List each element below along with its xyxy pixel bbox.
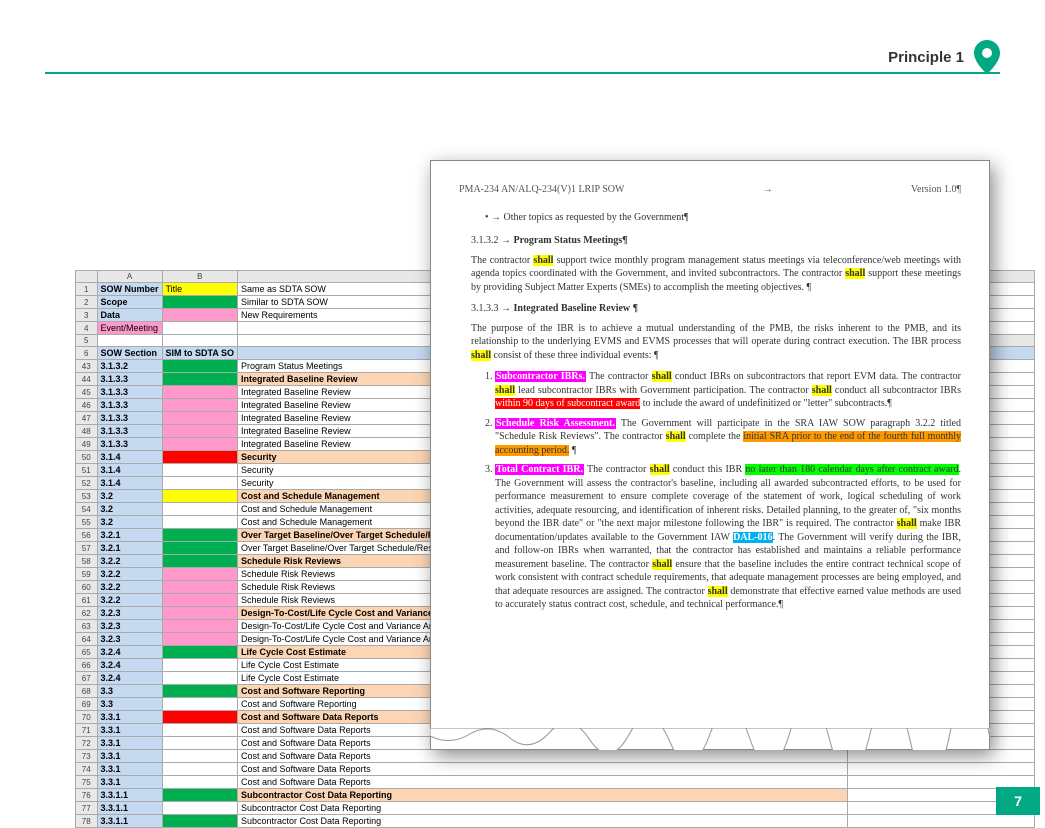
table-row: 733.3.1Cost and Software Data Reports [76, 750, 1035, 763]
table-row: 743.3.1Cost and Software Data Reports [76, 763, 1035, 776]
ibr-list: Subcontractor IBRs. The contractor shall… [495, 370, 961, 612]
col-letter [76, 271, 98, 283]
doc-header-left: PMA-234 AN/ALQ-234(V)1 LRIP SOW [459, 183, 624, 197]
sec-3133-body: The purpose of the IBR is to achieve a m… [471, 322, 961, 363]
sow-document: PMA-234 AN/ALQ-234(V)1 LRIP SOW → Versio… [430, 160, 990, 750]
table-row: 773.3.1.1Subcontractor Cost Data Reporti… [76, 802, 1035, 815]
ibr-item-2: Schedule Risk Assessment. The Government… [495, 417, 961, 458]
doc-header: PMA-234 AN/ALQ-234(V)1 LRIP SOW → Versio… [459, 183, 961, 197]
table-row: 763.3.1.1Subcontractor Cost Data Reporti… [76, 789, 1035, 802]
torn-edge [430, 728, 990, 750]
page-header: Principle 1 [888, 40, 1000, 74]
principle-label: Principle 1 [888, 49, 964, 66]
sec-3132-body: The contractor shall support twice month… [471, 254, 961, 295]
table-row: 783.3.1.1Subcontractor Cost Data Reporti… [76, 815, 1035, 828]
col-letter: B [162, 271, 238, 283]
ibr-item-1: Subcontractor IBRs. The contractor shall… [495, 370, 961, 411]
sec-3133-head: 3.1.3.3 → Integrated Baseline Review ¶ [471, 302, 961, 316]
location-pin-icon [974, 40, 1000, 74]
doc-bullet: • → Other topics as requested by the Gov… [485, 211, 961, 225]
sec-3132-head: 3.1.3.2 → Program Status Meetings¶ [471, 234, 961, 248]
doc-header-right: Version 1.0¶ [911, 183, 961, 197]
page-number: 7 [996, 787, 1040, 815]
table-row: 753.3.1Cost and Software Data Reports [76, 776, 1035, 789]
col-letter: A [97, 271, 162, 283]
header-rule [45, 72, 1000, 74]
ibr-item-3: Total Contract IBR. The contractor shall… [495, 463, 961, 612]
